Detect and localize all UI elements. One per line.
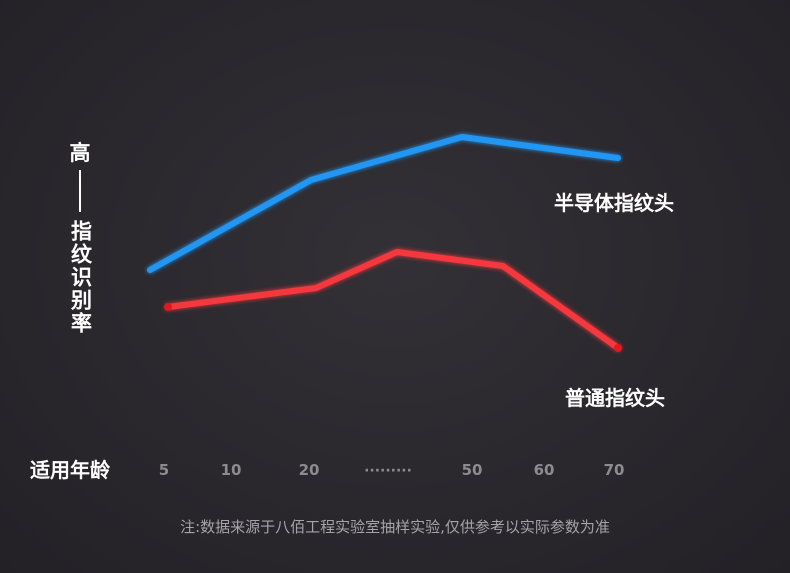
- series-label-semiconductor: 半导体指纹头: [554, 191, 674, 215]
- series-line-semiconductor: [147, 134, 621, 273]
- series-line-ordinary: [165, 249, 621, 351]
- x-tick-label: 10: [221, 461, 242, 479]
- x-tick-label: ·········: [364, 463, 412, 479]
- x-tick-label: 70: [604, 461, 625, 479]
- series-endpoint: [164, 303, 172, 311]
- x-tick-label: 5: [159, 461, 169, 479]
- y-axis-label-text: 指纹识别率: [68, 220, 93, 335]
- footnote: 注:数据来源于八佰工程实验室抽样实验,仅供参考以实际参数为准: [180, 518, 610, 536]
- x-tick-label: 20: [299, 461, 320, 479]
- y-axis-label-high: 高: [69, 141, 91, 165]
- series-lines: [147, 134, 622, 352]
- series-label-ordinary: 普通指纹头: [565, 386, 665, 410]
- y-axis-dash: [79, 170, 81, 212]
- series-endpoint: [614, 344, 622, 352]
- x-tick-label: 60: [534, 461, 555, 479]
- x-axis-ticks: 5 10 20 ········· 50 60 70: [159, 461, 625, 479]
- y-axis-label: 高 指纹识别率: [64, 141, 96, 336]
- x-tick-label: 50: [462, 461, 483, 479]
- x-axis-label: 适用年龄: [30, 458, 110, 482]
